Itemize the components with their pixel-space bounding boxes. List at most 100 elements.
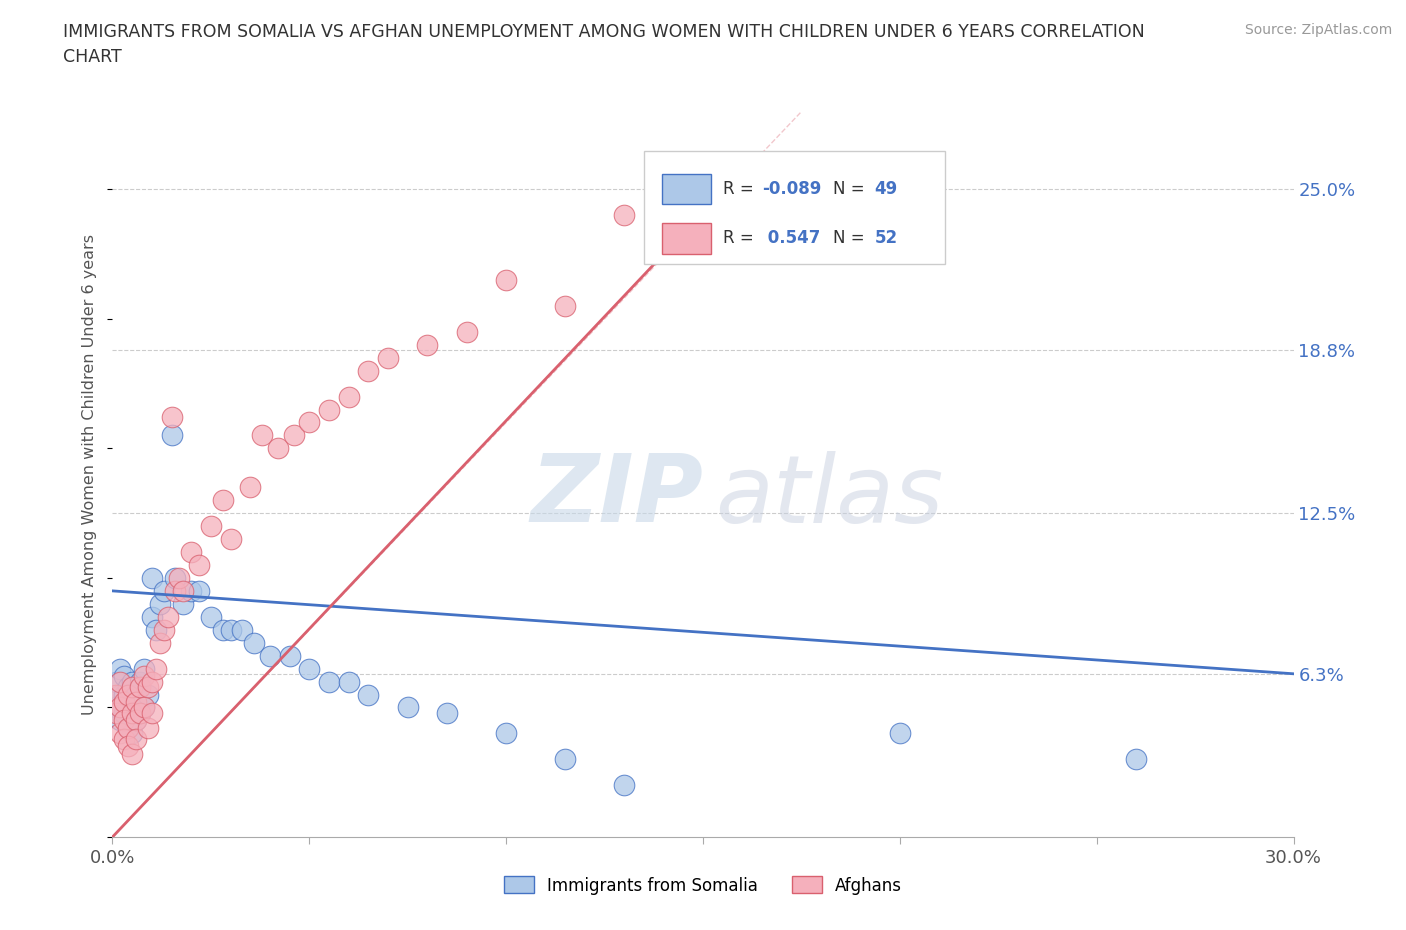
Point <box>149 596 172 611</box>
Point <box>278 648 301 663</box>
Point <box>396 700 419 715</box>
Point <box>149 635 172 650</box>
Point <box>105 705 128 720</box>
Point <box>554 751 576 766</box>
Point <box>117 700 139 715</box>
Point <box>136 679 159 694</box>
Point <box>200 609 222 624</box>
Point <box>145 661 167 676</box>
Point <box>129 679 152 694</box>
Point <box>613 207 636 222</box>
Point <box>145 622 167 637</box>
Text: 52: 52 <box>875 230 897 247</box>
Point <box>156 609 179 624</box>
Text: N =: N = <box>832 179 865 198</box>
Point <box>112 713 135 728</box>
Point <box>125 687 148 702</box>
Point <box>554 299 576 313</box>
Point <box>436 705 458 720</box>
Point <box>200 519 222 534</box>
Point <box>110 700 132 715</box>
Point <box>267 441 290 456</box>
Text: 0.547: 0.547 <box>762 230 821 247</box>
Point <box>152 622 174 637</box>
Point <box>259 648 281 663</box>
Legend: Immigrants from Somalia, Afghans: Immigrants from Somalia, Afghans <box>498 870 908 901</box>
Point <box>125 731 148 746</box>
Point <box>298 661 321 676</box>
Text: R =: R = <box>723 179 754 198</box>
Point <box>298 415 321 430</box>
Point <box>112 695 135 710</box>
Point <box>169 570 191 585</box>
Point <box>125 713 148 728</box>
Point <box>165 583 187 598</box>
Point <box>132 661 155 676</box>
Text: atlas: atlas <box>714 450 943 541</box>
Text: R =: R = <box>723 230 754 247</box>
Point <box>121 679 143 694</box>
Point <box>377 351 399 365</box>
Point <box>318 674 340 689</box>
Point <box>141 705 163 720</box>
Point <box>110 726 132 741</box>
Point <box>141 674 163 689</box>
Point <box>231 622 253 637</box>
Point <box>416 338 439 352</box>
Point <box>129 705 152 720</box>
Text: N =: N = <box>832 230 865 247</box>
Point <box>117 721 139 736</box>
Point <box>121 726 143 741</box>
FancyBboxPatch shape <box>662 174 711 205</box>
Point <box>613 777 636 792</box>
Text: -0.089: -0.089 <box>762 179 821 198</box>
Point <box>136 687 159 702</box>
Point <box>117 721 139 736</box>
Point <box>132 700 155 715</box>
Point <box>211 622 233 637</box>
Point <box>495 272 517 287</box>
Point <box>283 428 305 443</box>
Point <box>105 700 128 715</box>
Point <box>172 596 194 611</box>
Point <box>117 679 139 694</box>
Point <box>141 570 163 585</box>
Point <box>318 402 340 417</box>
Point <box>121 705 143 720</box>
Point <box>160 428 183 443</box>
Point <box>110 674 132 689</box>
Point <box>105 687 128 702</box>
Y-axis label: Unemployment Among Women with Children Under 6 years: Unemployment Among Women with Children U… <box>82 233 97 715</box>
Point <box>112 731 135 746</box>
Point <box>219 622 242 637</box>
Point <box>357 364 380 379</box>
Point <box>188 558 211 573</box>
Point <box>165 570 187 585</box>
Point <box>239 480 262 495</box>
FancyBboxPatch shape <box>662 223 711 254</box>
Text: Source: ZipAtlas.com: Source: ZipAtlas.com <box>1244 23 1392 37</box>
Point <box>188 583 211 598</box>
Point <box>337 674 360 689</box>
Point <box>219 532 242 547</box>
Point <box>129 705 152 720</box>
Point <box>125 695 148 710</box>
FancyBboxPatch shape <box>644 152 945 264</box>
Point <box>112 705 135 720</box>
Point <box>121 695 143 710</box>
Point <box>152 583 174 598</box>
Point <box>112 687 135 702</box>
Point <box>110 661 132 676</box>
Point <box>160 410 183 425</box>
Point <box>129 674 152 689</box>
Point <box>456 325 478 339</box>
Point <box>337 389 360 404</box>
Point <box>117 687 139 702</box>
Point <box>125 713 148 728</box>
Point <box>243 635 266 650</box>
Point <box>132 669 155 684</box>
Point <box>250 428 273 443</box>
Point <box>110 687 132 702</box>
Point <box>121 674 143 689</box>
Point <box>180 545 202 560</box>
